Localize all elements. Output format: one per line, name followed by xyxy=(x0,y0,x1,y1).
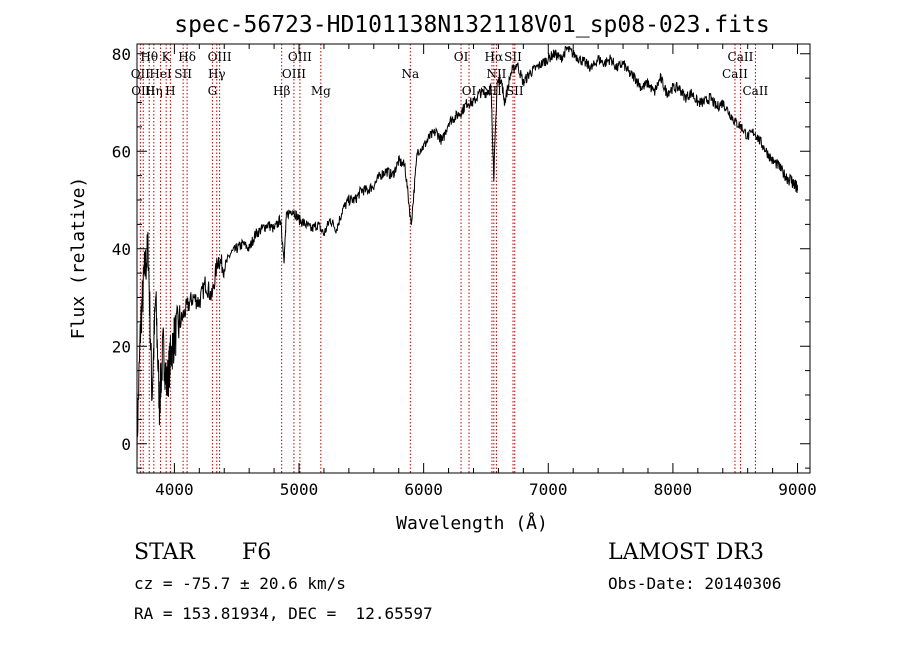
x-tick-label-1: 5000 xyxy=(280,480,319,499)
line-label-26: CaII xyxy=(742,84,768,98)
line-label-2: Hδ xyxy=(178,50,196,64)
line-label-17: OIII xyxy=(131,84,155,98)
y-tick-label-0: 0 xyxy=(121,435,131,454)
spectral-subclass: F6 xyxy=(242,540,272,565)
redshift-readout: cz = -75.7 ± 20.6 km/s xyxy=(134,574,346,593)
x-tick-label-4: 8000 xyxy=(654,480,693,499)
line-label-9: OII xyxy=(131,67,151,81)
survey-name: LAMOST DR3 xyxy=(608,540,764,565)
line-label-23: OI xyxy=(462,84,477,98)
x-tick-label-0: 4000 xyxy=(155,480,194,499)
line-markers xyxy=(139,44,756,473)
spectrum-series xyxy=(136,46,798,469)
y-tick-label-3: 60 xyxy=(112,142,131,161)
y-tick-label-1: 20 xyxy=(112,337,131,356)
line-label-14: Na xyxy=(401,67,419,81)
x-tick-label-5: 9000 xyxy=(778,480,817,499)
obs-date: Obs-Date: 20140306 xyxy=(608,574,782,593)
line-label-18: Hη xyxy=(145,84,163,98)
y-tick-label-4: 80 xyxy=(112,45,131,64)
line-label-15: NII xyxy=(486,67,506,81)
y-axis-label: Flux (relative) xyxy=(68,177,89,340)
object-class: STAR xyxy=(134,540,195,565)
line-label-8: CaII xyxy=(728,50,754,64)
line-label-21: Hβ xyxy=(273,84,290,98)
line-label-20: G xyxy=(208,84,218,98)
line-label-10: HeI xyxy=(149,67,172,81)
line-label-11: SII xyxy=(174,67,192,81)
line-label-13: OIII xyxy=(282,67,306,81)
spectrum-line-0 xyxy=(136,46,798,469)
line-label-5: OI xyxy=(454,50,469,64)
line-label-4: OIII xyxy=(288,50,312,64)
line-label-7: SII xyxy=(504,50,522,64)
spectrum-chart: 4000 5000 6000 7000 8000 9000 0 20 40 60 80 Hθ K Hδ O… xyxy=(68,12,817,534)
coordinates-readout: RA = 153.81934, DEC = 12.65597 xyxy=(134,604,433,623)
line-label-16: CaII xyxy=(722,67,748,81)
x-tick-label-3: 7000 xyxy=(529,480,568,499)
axis-ticks: 4000 5000 6000 7000 8000 9000 0 20 40 60 80 xyxy=(112,44,817,499)
line-label-19: H xyxy=(165,84,175,98)
line-label-22: Mg xyxy=(311,84,331,98)
line-label-3: OIII xyxy=(208,50,232,64)
x-tick-label-2: 6000 xyxy=(404,480,443,499)
chart-title: spec-56723-HD101138N132118V01_sp08-023.f… xyxy=(174,12,769,38)
line-label-24: NII xyxy=(482,84,502,98)
line-label-25: SII xyxy=(506,84,524,98)
y-tick-label-2: 40 xyxy=(112,240,131,259)
line-label-1: K xyxy=(162,50,172,64)
line-label-0: Hθ xyxy=(140,50,158,64)
x-axis-label: Wavelength (Å) xyxy=(396,512,548,534)
line-label-12: Hγ xyxy=(208,67,226,81)
plot-frame xyxy=(136,43,811,474)
line-label-6: Hα xyxy=(485,50,504,64)
